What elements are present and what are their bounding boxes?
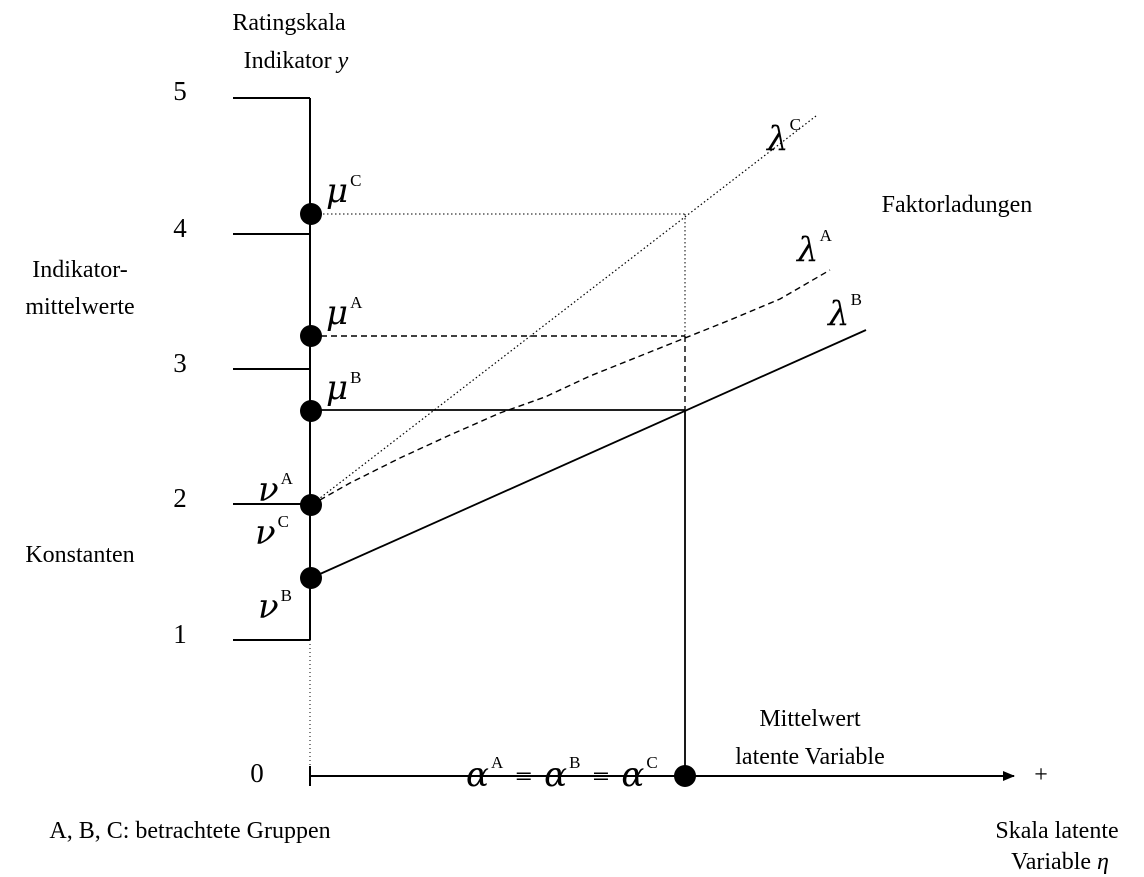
y-axis-title-line2: Indikator y <box>244 48 349 74</box>
mu-b-point <box>300 400 322 422</box>
y-tick-label-2: 2 <box>173 483 187 513</box>
lambda-a-line <box>310 269 831 506</box>
lambda-c-sup: C <box>790 115 801 134</box>
lambda-a-label: λA <box>795 226 833 270</box>
mu-a-symbol: μ <box>326 293 348 333</box>
nu-b-point <box>300 567 322 589</box>
alpha-eq-1: = <box>515 760 532 793</box>
mu-a-sup: A <box>350 293 363 312</box>
alpha-a-sup: A <box>491 753 504 772</box>
indikatormittelwerte-line1: Indikator- <box>32 257 127 283</box>
lambda-c-line <box>310 115 817 506</box>
y-axis-title-prefix: Indikator <box>244 48 338 74</box>
mu-c-symbol: μ <box>326 171 348 211</box>
mittelwert-line2: latente Variable <box>735 744 884 770</box>
nu-a-symbol: ν <box>258 470 279 510</box>
konstanten-label: Konstanten <box>25 542 134 568</box>
alpha-c-symbol: α <box>621 755 644 795</box>
y-tick-label-3: 3 <box>173 348 187 378</box>
lambda-b-sup: B <box>851 290 862 309</box>
nu-c-sup: C <box>278 512 289 531</box>
lambda-b-label: λB <box>826 290 862 334</box>
x-axis-plus: + <box>1034 762 1048 788</box>
y-tick-label-5: 5 <box>173 76 187 106</box>
y-axis-title-line1: Ratingskala <box>232 10 346 36</box>
lambda-a-symbol: λ <box>795 230 819 270</box>
indikatormittelwerte-line2: mittelwerte <box>25 294 134 320</box>
alpha-a-symbol: α <box>466 755 489 795</box>
lambda-c-symbol: λ <box>765 119 789 159</box>
lambda-b-line <box>310 329 867 579</box>
nu-b-symbol: ν <box>258 587 279 627</box>
mittelwert-line1: Mittelwert <box>759 706 861 732</box>
y-tick-label-1: 1 <box>173 619 187 649</box>
x-axis-title-line1: Skala latente <box>995 818 1118 844</box>
alpha-b-sup: B <box>569 753 580 772</box>
alpha-b-symbol: α <box>544 755 567 795</box>
nu-a-c-point <box>300 494 322 516</box>
mu-c-sup: C <box>350 171 361 190</box>
y-axis-title-var: y <box>336 48 349 74</box>
lambda-b-symbol: λ <box>826 294 850 334</box>
groups-note: A, B, C: betrachtete Gruppen <box>49 818 330 844</box>
x-axis-title-prefix: Variable <box>1011 849 1097 875</box>
lambda-a-sup: A <box>820 226 833 245</box>
nu-a-sup: A <box>281 469 294 488</box>
y-tick-label-0: 0 <box>250 758 264 788</box>
nu-b-sup: B <box>281 586 292 605</box>
faktorladungen-label: Faktorladungen <box>882 192 1033 218</box>
mu-c-point <box>300 203 322 225</box>
alpha-c-sup: C <box>646 753 657 772</box>
x-axis-title-line2: Variable η <box>1011 849 1109 875</box>
x-axis-title-var: η <box>1097 849 1109 875</box>
alpha-equation: α A = α B = α C <box>466 753 658 795</box>
y-tick-label-4: 4 <box>173 213 187 243</box>
mu-b-symbol: μ <box>326 368 348 408</box>
mu-a-point <box>300 325 322 347</box>
mu-b-sup: B <box>350 368 361 387</box>
nu-c-symbol: ν <box>255 513 276 553</box>
alpha-point <box>674 765 696 787</box>
lambda-c-label: λC <box>765 115 801 159</box>
alpha-eq-2: = <box>592 760 609 793</box>
